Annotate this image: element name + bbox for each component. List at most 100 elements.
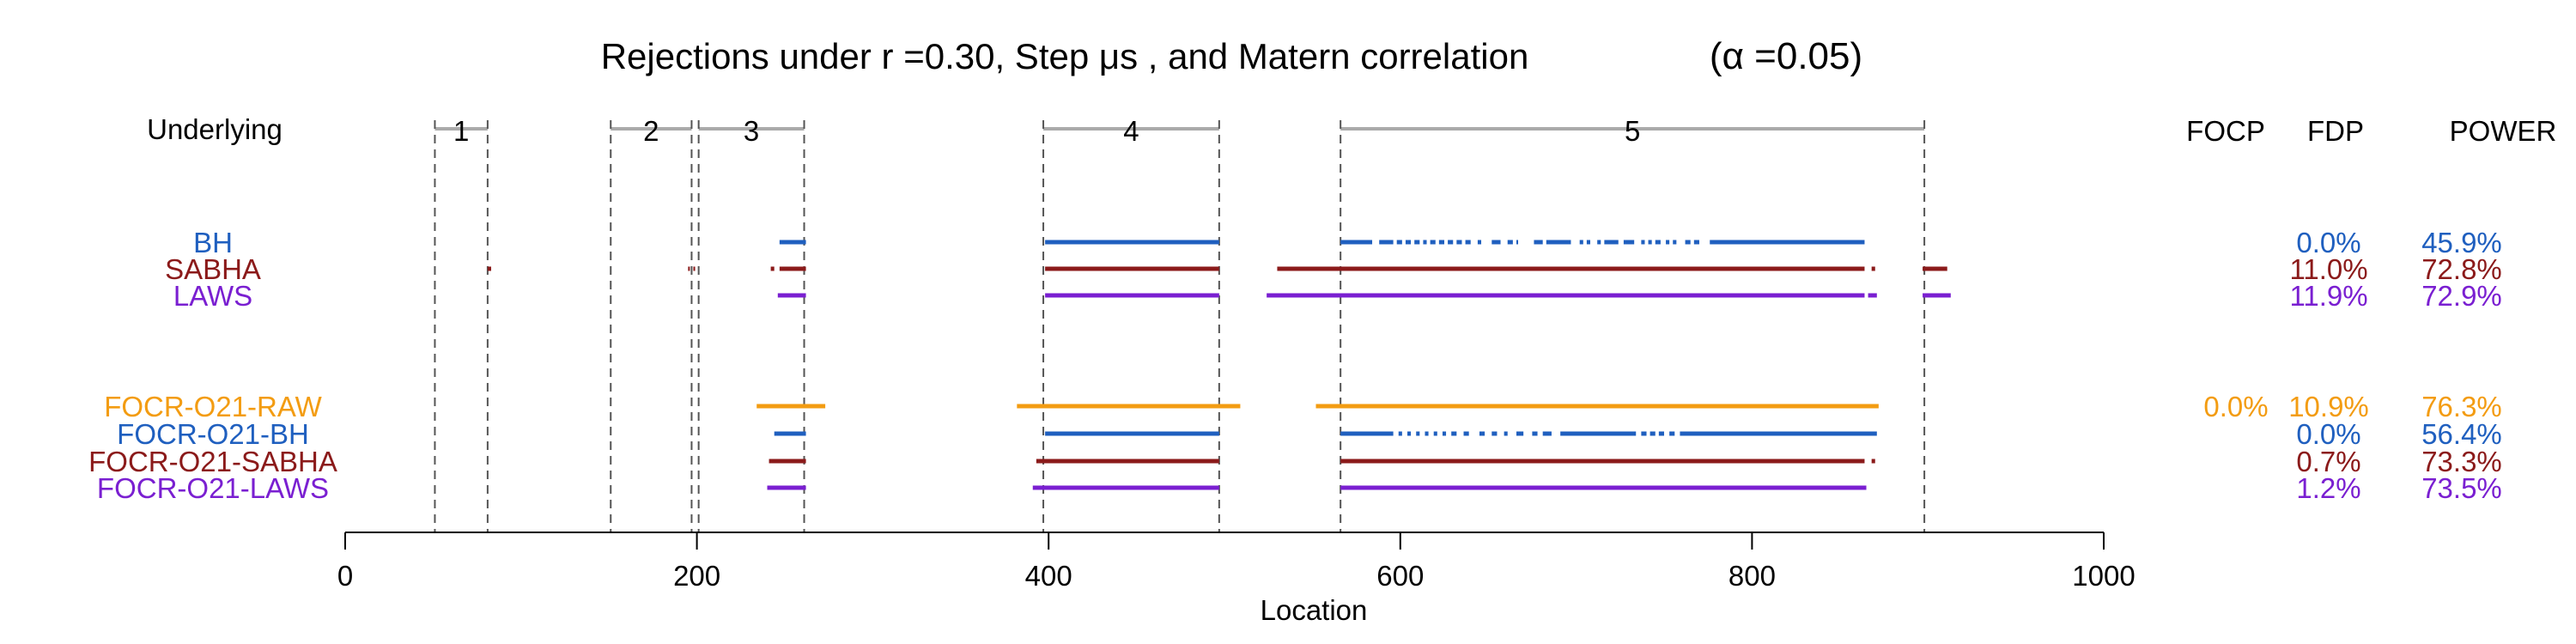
- rejection-segment-focr-o21-bh-5: [1416, 431, 1420, 436]
- region-label-5: 5: [1625, 115, 1640, 147]
- rejection-segment-sabha-2: [693, 266, 696, 271]
- fdp-value-focr-o21-sabha: 0.7%: [2296, 446, 2360, 477]
- x-tick-label-800: 800: [1728, 560, 1776, 592]
- method-label-focr-o21-raw: FOCR-O21-RAW: [104, 391, 322, 422]
- method-label-focr-o21-bh: FOCR-O21-BH: [117, 418, 309, 450]
- power-value-bh: 45.9%: [2421, 227, 2502, 258]
- rejection-segment-bh-23: [1623, 240, 1635, 245]
- rejection-segment-focr-o21-laws-2: [1340, 485, 1867, 490]
- rejection-segment-focr-o21-bh-13: [1504, 431, 1508, 436]
- rejection-segment-bh-28: [1673, 240, 1677, 245]
- rejection-segment-focr-o21-bh-3: [1398, 431, 1402, 436]
- rejection-segment-focr-o21-laws-1: [1032, 485, 1219, 490]
- chart-title: Rejections under r =0.30, Step μs , and …: [601, 36, 1529, 76]
- x-tick-label-1000: 1000: [2072, 560, 2135, 592]
- rejection-segment-focr-o21-raw-0: [756, 404, 826, 409]
- rejection-segment-bh-30: [1693, 240, 1699, 245]
- method-label-laws: LAWS: [173, 280, 252, 312]
- rejection-segment-focr-o21-bh-7: [1433, 431, 1437, 436]
- x-tick-label-200: 200: [673, 560, 720, 592]
- rejection-segment-sabha-1: [688, 266, 690, 271]
- method-label-sabha: SABHA: [165, 253, 261, 285]
- rejection-segment-laws-0: [777, 293, 806, 298]
- underlying-regions: 1 2 3 4 5: [434, 115, 1926, 532]
- x-tick-label-400: 400: [1025, 560, 1072, 592]
- rejection-segment-bh-6: [1414, 240, 1420, 245]
- rejection-segment-sabha-6: [1277, 266, 1865, 271]
- rejection-segment-focr-o21-sabha-0: [769, 459, 806, 464]
- power-value-sabha: 72.8%: [2421, 253, 2502, 285]
- method-label-focr-o21-laws: FOCR-O21-LAWS: [97, 472, 329, 504]
- rejection-segment-bh-15: [1507, 240, 1513, 245]
- power-value-laws: 72.9%: [2421, 280, 2502, 312]
- rejection-segment-bh-13: [1477, 240, 1482, 245]
- rejection-segment-sabha-7: [1871, 266, 1875, 271]
- rejection-segment-bh-7: [1423, 240, 1427, 245]
- rejection-segment-bh-26: [1655, 240, 1661, 245]
- rejection-segment-sabha-8: [1923, 266, 1947, 271]
- rejection-segment-bh-2: [1340, 240, 1373, 245]
- rejection-segment-focr-o21-bh-9: [1451, 431, 1457, 436]
- fdp-value-laws: 11.9%: [2289, 280, 2367, 312]
- rejection-segment-focr-o21-bh-14: [1516, 431, 1524, 436]
- rejection-segment-focr-o21-bh-4: [1406, 431, 1412, 436]
- fdp-value-focr-o21-bh: 0.0%: [2296, 418, 2360, 450]
- fdp-value-focr-o21-laws: 1.2%: [2296, 472, 2360, 504]
- region-label-1: 1: [453, 115, 469, 147]
- rejection-segment-bh-5: [1405, 240, 1412, 245]
- rejection-segment-bh-8: [1430, 240, 1436, 245]
- rejection-segment-bh-21: [1597, 240, 1601, 245]
- rejection-segment-focr-o21-bh-1: [1045, 431, 1219, 436]
- rejection-segment-bh-17: [1534, 240, 1543, 245]
- rejection-segment-laws-2: [1267, 293, 1865, 298]
- fdp-value-sabha: 11.0%: [2289, 253, 2367, 285]
- method-rows: BH 0.0% 45.9% SABHA 11.0% 72.8% LAWS 11.9% 72.9%…: [88, 227, 2502, 504]
- rejection-segment-bh-31: [1710, 240, 1865, 245]
- rejection-segment-focr-o21-bh-12: [1492, 431, 1498, 436]
- rejection-segment-bh-24: [1641, 240, 1645, 245]
- method-label-bh: BH: [193, 227, 233, 258]
- rejection-segment-focr-o21-sabha-1: [1036, 459, 1219, 464]
- rejection-segment-focr-o21-bh-2: [1340, 431, 1394, 436]
- rejection-segment-focr-o21-bh-18: [1641, 431, 1647, 436]
- rejection-segment-focr-o21-bh-0: [774, 431, 806, 436]
- rejection-segment-focr-o21-bh-17: [1560, 431, 1637, 436]
- rejection-segment-bh-14: [1492, 240, 1501, 245]
- region-label-2: 2: [643, 115, 659, 147]
- rejection-segment-laws-3: [1868, 293, 1877, 298]
- region-label-3: 3: [744, 115, 759, 147]
- rejection-segment-bh-29: [1685, 240, 1691, 245]
- rejection-segment-bh-25: [1648, 240, 1652, 245]
- rejection-segment-bh-16: [1516, 240, 1519, 245]
- rejection-segment-bh-0: [779, 240, 806, 245]
- focp-value-focr-o21-raw: 0.0%: [2203, 391, 2268, 422]
- fdp-value-focr-o21-raw: 10.9%: [2288, 391, 2369, 422]
- column-header-fdp: FDP: [2307, 115, 2364, 147]
- rejection-segment-bh-9: [1438, 240, 1444, 245]
- rejection-segment-focr-o21-sabha-2: [1340, 459, 1865, 464]
- x-axis: 0 200 400 600 800 1000: [337, 532, 2136, 592]
- rejection-segment-sabha-3: [770, 266, 775, 271]
- rejection-segment-focr-o21-sabha-3: [1871, 459, 1875, 464]
- power-value-focr-o21-bh: 56.4%: [2421, 418, 2502, 450]
- x-tick-label-600: 600: [1376, 560, 1424, 592]
- rejection-segment-focr-o21-laws-0: [767, 485, 806, 490]
- x-axis-label: Location: [1261, 594, 1368, 626]
- rejection-segment-focr-o21-bh-6: [1425, 431, 1429, 436]
- column-header-focp: FOCP: [2186, 115, 2265, 147]
- rejection-segment-laws-1: [1045, 293, 1219, 298]
- power-value-focr-o21-sabha: 73.3%: [2421, 446, 2502, 477]
- rejection-segment-bh-4: [1396, 240, 1402, 245]
- rejection-segment-sabha-0: [487, 266, 491, 271]
- rejection-segment-bh-19: [1579, 240, 1583, 245]
- rejection-segment-laws-4: [1923, 293, 1951, 298]
- rejection-segment-bh-22: [1604, 240, 1619, 245]
- rejection-segment-focr-o21-bh-21: [1669, 431, 1675, 436]
- rejection-segment-bh-10: [1448, 240, 1454, 245]
- chart-title-alpha: (α =0.05): [1710, 35, 1862, 77]
- rejection-segment-sabha-5: [1045, 266, 1219, 271]
- rejection-segment-bh-11: [1456, 240, 1462, 245]
- rejection-segment-focr-o21-raw-2: [1315, 404, 1879, 409]
- rejection-segment-bh-20: [1586, 240, 1590, 245]
